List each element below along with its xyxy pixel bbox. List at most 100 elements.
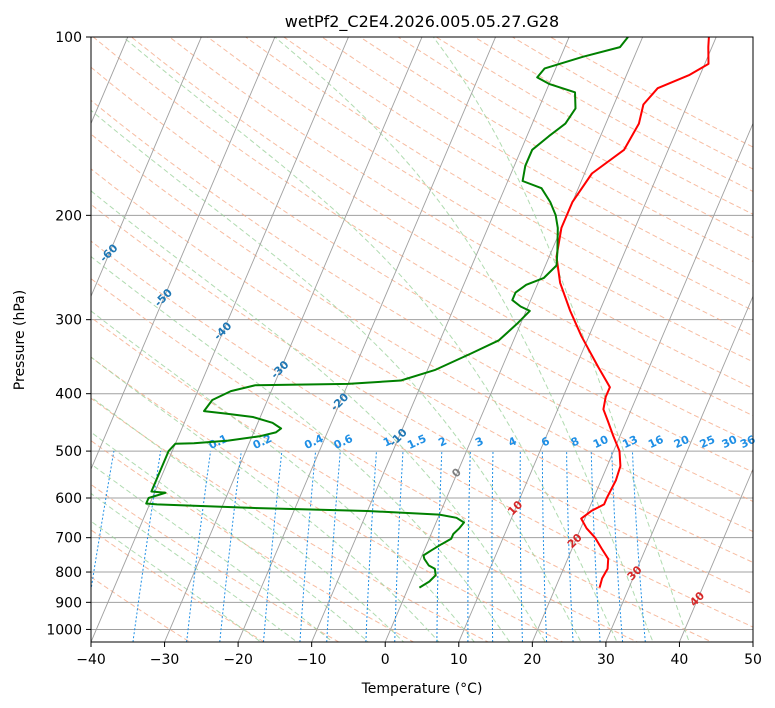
mixing-ratio-line bbox=[219, 451, 242, 642]
moist-adiabat bbox=[91, 255, 511, 642]
mixing-ratio-line bbox=[491, 451, 494, 642]
dry-adiabat bbox=[168, 37, 753, 389]
plot-frame bbox=[90, 36, 754, 643]
moist-adiabat bbox=[91, 310, 475, 642]
y-tick-label: 800 bbox=[55, 565, 82, 581]
mixing-ratio-line bbox=[299, 451, 317, 642]
x-tick-label: −20 bbox=[223, 652, 253, 668]
mixing-ratio-line bbox=[541, 451, 548, 642]
dewpoint-line bbox=[145, 37, 629, 589]
moist-adiabat bbox=[91, 109, 582, 642]
mixing-ratio-label: 13 bbox=[620, 433, 639, 451]
moist-adiabat bbox=[91, 463, 334, 642]
mixing-ratio-line bbox=[436, 451, 443, 642]
dry-adiabat bbox=[511, 37, 753, 170]
x-tick-label: 40 bbox=[671, 652, 689, 668]
mixing-ratio-label: 8 bbox=[569, 434, 581, 449]
y-tick-label: 600 bbox=[55, 491, 82, 507]
isotherm-line bbox=[91, 37, 349, 642]
moist-adiabat bbox=[91, 520, 262, 642]
x-tick-label: 10 bbox=[450, 652, 468, 668]
isotherm-line bbox=[752, 640, 753, 642]
moist-adiabat bbox=[122, 37, 618, 642]
isotherm-line bbox=[91, 37, 129, 125]
dry-adiabat bbox=[397, 37, 753, 239]
mixing-ratio-line bbox=[566, 451, 574, 642]
mixing-ratio-label: 25 bbox=[698, 433, 717, 451]
dry-adiabat bbox=[321, 37, 753, 287]
mixing-ratio-label: 4 bbox=[506, 434, 519, 449]
mixing-ratio-line bbox=[186, 451, 211, 642]
moist-adiabat bbox=[91, 396, 405, 642]
mixing-ratio-line bbox=[611, 451, 624, 642]
isotherm-label: 20 bbox=[565, 531, 585, 551]
mixing-ratio-label: 10 bbox=[591, 433, 611, 451]
mixing-ratio-line bbox=[590, 451, 601, 642]
moist-adiabat bbox=[274, 37, 654, 642]
isotherm-line bbox=[605, 295, 753, 642]
dry-adiabat bbox=[91, 133, 753, 533]
isotherm-line bbox=[678, 467, 753, 642]
isotherm-line bbox=[458, 37, 717, 642]
y-tick-label: 1000 bbox=[46, 622, 82, 638]
isotherm-line bbox=[237, 37, 497, 642]
dry-adiabat bbox=[91, 168, 753, 563]
isotherm-label: 30 bbox=[625, 563, 645, 583]
dry-adiabat bbox=[91, 278, 714, 642]
isotherm-line bbox=[531, 122, 753, 642]
dry-adiabat bbox=[91, 99, 753, 502]
chart-title: wetPf2_C2E4.2026.005.05.27.G28 bbox=[285, 12, 559, 32]
isotherm-line bbox=[0, 10, 66, 654]
isotherm-line bbox=[91, 37, 202, 298]
x-tick-label: 0 bbox=[381, 652, 390, 668]
y-tick-label: 500 bbox=[55, 444, 82, 460]
dry-adiabat bbox=[282, 37, 753, 312]
mixing-ratio-label: 2 bbox=[436, 434, 448, 449]
isotherm-line bbox=[384, 37, 644, 642]
mixing-ratio-line bbox=[394, 451, 404, 642]
mixing-ratio-lines bbox=[91, 451, 646, 642]
isotherm-label: -30 bbox=[268, 358, 291, 381]
y-tick-label: 400 bbox=[55, 387, 82, 403]
x-tick-label: −30 bbox=[150, 652, 180, 668]
dry-adiabat bbox=[359, 37, 753, 263]
mixing-ratio-label: 20 bbox=[672, 433, 692, 451]
x-tick-label: 20 bbox=[523, 652, 541, 668]
dry-adiabat bbox=[91, 356, 564, 642]
dry-adiabat bbox=[92, 37, 753, 445]
mixing-ratio-label: 3 bbox=[473, 434, 485, 449]
mixing-ratio-line bbox=[132, 451, 162, 642]
mixing-ratio-line bbox=[326, 451, 341, 642]
y-axis-ticks: 1000 900 800 700 600 500 400 300 200 100 bbox=[46, 30, 91, 638]
temperature-line bbox=[555, 37, 710, 588]
moist-adiabat bbox=[91, 356, 440, 642]
dry-adiabat bbox=[435, 37, 753, 215]
moist-adiabat bbox=[91, 190, 546, 642]
mixing-ratio-line bbox=[631, 451, 646, 642]
dry-adiabat bbox=[91, 529, 266, 642]
isotherm-label: -80 bbox=[0, 161, 8, 184]
isotherms bbox=[0, 10, 753, 654]
mixing-ratio-label: 16 bbox=[646, 433, 666, 451]
dry-adiabat bbox=[91, 576, 191, 642]
x-tick-label: 30 bbox=[597, 652, 615, 668]
isotherm-label: 10 bbox=[505, 498, 525, 518]
dry-adiabat bbox=[91, 440, 415, 642]
dry-adiabat bbox=[91, 397, 490, 642]
y-axis-label: Pressure (hPa) bbox=[12, 290, 28, 390]
dry-adiabat bbox=[473, 37, 753, 192]
dry-adiabat bbox=[91, 66, 753, 473]
y-tick-label: 200 bbox=[55, 208, 82, 224]
x-axis-label: Temperature (°C) bbox=[361, 681, 483, 697]
y-tick-label: 100 bbox=[55, 30, 82, 46]
isotherm-label: 0 bbox=[449, 465, 464, 480]
mixing-ratio-line bbox=[365, 451, 377, 642]
isotherm-line bbox=[311, 37, 570, 642]
moist-adiabats bbox=[91, 37, 690, 642]
mixing-ratio-label: 30 bbox=[720, 433, 740, 451]
mixing-ratio-line bbox=[262, 451, 283, 642]
mixing-ratio-line bbox=[467, 451, 471, 642]
dry-adiabat bbox=[91, 203, 753, 595]
isotherm-line bbox=[91, 37, 276, 471]
